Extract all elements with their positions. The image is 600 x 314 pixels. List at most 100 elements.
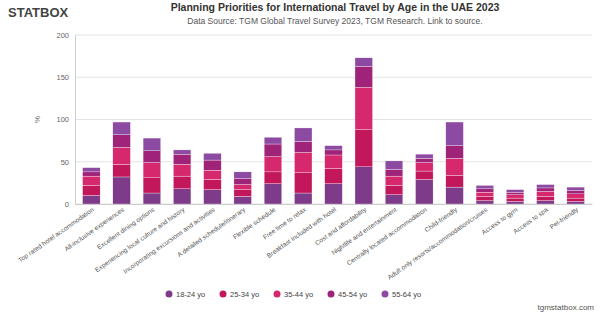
bar-segment[interactable]: [83, 176, 101, 185]
bar-segment[interactable]: [325, 150, 343, 155]
bar-segment[interactable]: [294, 173, 312, 193]
bar-segment[interactable]: [173, 189, 191, 204]
bar-segment[interactable]: [506, 201, 524, 204]
bar-segment[interactable]: [416, 179, 434, 204]
bar-segment[interactable]: [416, 163, 434, 171]
bar-segment[interactable]: [325, 169, 343, 184]
bar-segment[interactable]: [416, 154, 434, 158]
legend-label[interactable]: 45-54 yo: [338, 290, 367, 299]
bar-segment[interactable]: [234, 172, 252, 179]
bar-segment[interactable]: [204, 190, 222, 204]
bar-segment[interactable]: [385, 161, 403, 169]
bar-segment[interactable]: [113, 135, 131, 148]
bar-segment[interactable]: [294, 141, 312, 152]
bar-segment[interactable]: [355, 130, 373, 167]
bar-segment[interactable]: [476, 189, 494, 192]
bar-segment[interactable]: [476, 196, 494, 200]
bar-segment[interactable]: [446, 187, 464, 204]
bar-segment[interactable]: [294, 128, 312, 142]
legend-label[interactable]: 55-64 yo: [392, 290, 421, 299]
bar-segment[interactable]: [567, 194, 585, 198]
legend-swatch[interactable]: [166, 291, 173, 298]
bar-segment[interactable]: [355, 58, 373, 66]
bar-segment[interactable]: [264, 157, 282, 172]
bar-segment[interactable]: [204, 160, 222, 170]
bar-segment[interactable]: [385, 169, 403, 176]
bar-segment[interactable]: [113, 164, 131, 177]
bar-segment[interactable]: [113, 147, 131, 164]
bar-segment[interactable]: [385, 195, 403, 204]
bar-segment[interactable]: [567, 198, 585, 201]
bar-segment[interactable]: [567, 190, 585, 193]
legend-item[interactable]: 55-64 yo: [382, 290, 422, 299]
bar-segment[interactable]: [506, 190, 524, 193]
legend-item[interactable]: 18-24 yo: [166, 290, 206, 299]
bar-segment[interactable]: [446, 122, 464, 146]
bar-segment[interactable]: [83, 185, 101, 195]
bar-segment[interactable]: [537, 196, 555, 200]
legend-item[interactable]: 35-44 yo: [274, 290, 314, 299]
bar-segment[interactable]: [355, 66, 373, 87]
bar-segment[interactable]: [476, 201, 494, 204]
bar-segment[interactable]: [173, 164, 191, 176]
bar-segment[interactable]: [264, 137, 282, 144]
bar-segment[interactable]: [567, 201, 585, 204]
bar-segment[interactable]: [506, 198, 524, 201]
bar-segment[interactable]: [355, 167, 373, 204]
bar-segment[interactable]: [234, 179, 252, 185]
bar-segment[interactable]: [264, 172, 282, 184]
bar-segment[interactable]: [537, 191, 555, 196]
bar-segment[interactable]: [294, 193, 312, 204]
legend-swatch[interactable]: [382, 291, 389, 298]
bar-segment[interactable]: [416, 171, 434, 179]
legend-item[interactable]: 25-34 yo: [220, 290, 260, 299]
bar-segment[interactable]: [143, 178, 161, 193]
bar-segment[interactable]: [567, 187, 585, 190]
bar-segment[interactable]: [173, 150, 191, 154]
bar-segment[interactable]: [143, 138, 161, 151]
legend-item[interactable]: 45-54 yo: [328, 290, 368, 299]
legend-label[interactable]: 25-34 yo: [230, 290, 259, 299]
bar-segment[interactable]: [113, 177, 131, 204]
bar-segment[interactable]: [446, 146, 464, 159]
bar-segment[interactable]: [264, 144, 282, 157]
legend-label[interactable]: 18-24 yo: [176, 290, 205, 299]
bar-segment[interactable]: [83, 196, 101, 204]
bar-segment[interactable]: [234, 196, 252, 204]
legend-label[interactable]: 35-44 yo: [284, 290, 313, 299]
bar-segment[interactable]: [143, 163, 161, 178]
bar-segment[interactable]: [113, 122, 131, 135]
bar-segment[interactable]: [385, 185, 403, 194]
bar-segment[interactable]: [173, 176, 191, 189]
bar-segment[interactable]: [234, 190, 252, 197]
bar-segment[interactable]: [143, 193, 161, 204]
bar-segment[interactable]: [294, 152, 312, 172]
bar-segment[interactable]: [537, 185, 555, 188]
bar-segment[interactable]: [446, 175, 464, 187]
bar-segment[interactable]: [476, 192, 494, 196]
legend-swatch[interactable]: [274, 291, 281, 298]
bar-segment[interactable]: [264, 184, 282, 204]
bar-segment[interactable]: [476, 185, 494, 188]
legend-swatch[interactable]: [328, 291, 335, 298]
bar-segment[interactable]: [416, 158, 434, 162]
bar-segment[interactable]: [537, 188, 555, 191]
bar-segment[interactable]: [355, 87, 373, 129]
bar-segment[interactable]: [506, 195, 524, 198]
bar-segment[interactable]: [234, 185, 252, 190]
legend-swatch[interactable]: [220, 291, 227, 298]
bar-segment[interactable]: [204, 153, 222, 160]
bar-segment[interactable]: [537, 201, 555, 204]
bar-segment[interactable]: [83, 172, 101, 176]
bar-segment[interactable]: [173, 154, 191, 164]
bar-segment[interactable]: [204, 170, 222, 179]
bar-segment[interactable]: [83, 168, 101, 172]
bar-segment[interactable]: [204, 179, 222, 189]
bar-segment[interactable]: [446, 158, 464, 175]
bar-segment[interactable]: [143, 151, 161, 163]
bar-segment[interactable]: [385, 176, 403, 185]
bar-segment[interactable]: [325, 184, 343, 204]
bar-segment[interactable]: [506, 192, 524, 195]
bar-segment[interactable]: [325, 155, 343, 169]
bar-segment[interactable]: [325, 146, 343, 150]
